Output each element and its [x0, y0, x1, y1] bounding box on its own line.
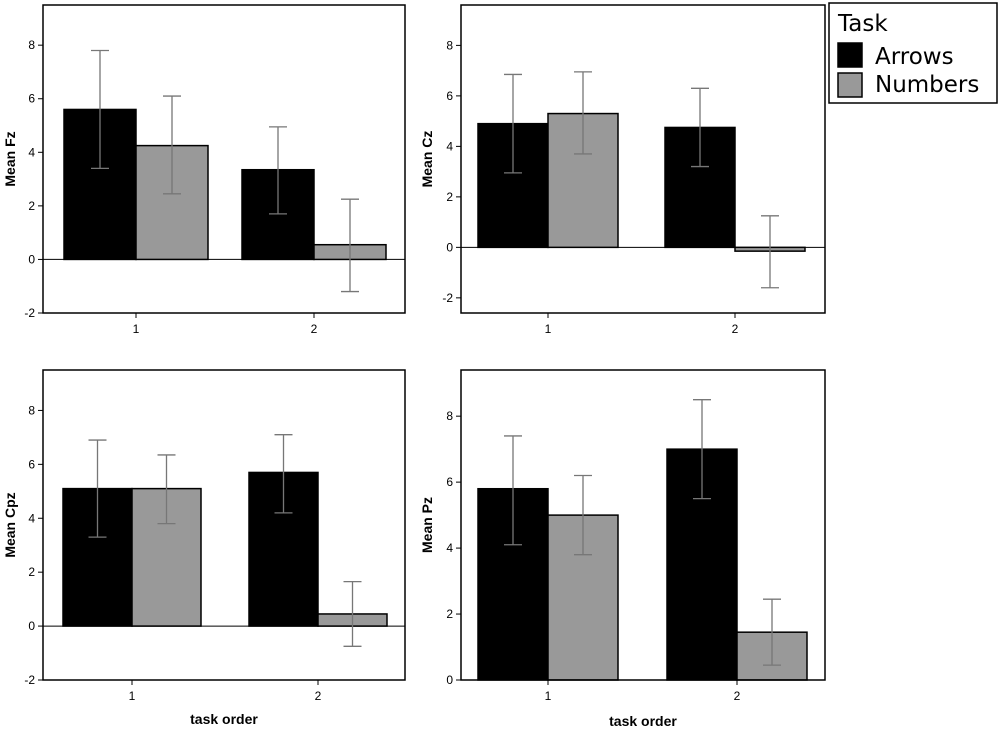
chart-panel-pz: Mean Pz task order 0 2 4 6 8 1 2: [419, 369, 826, 729]
y-tick-label: -2: [24, 673, 35, 687]
y-axis-title: Mean Fz: [2, 131, 18, 186]
legend-swatch-arrows: [837, 42, 863, 68]
chart-panel-cpz: Mean Cpz task order -2 0 2 4 6 8 1 2: [2, 369, 406, 727]
y-axis-title: Mean Pz: [419, 497, 435, 553]
x-tick-label: 2: [311, 322, 318, 336]
plot-frame: [460, 369, 826, 681]
y-tick-label: 8: [446, 409, 453, 423]
x-tick-label: 1: [129, 689, 136, 703]
legend-label-arrows: Arrows: [875, 44, 954, 70]
chart-panel-fz: Mean Fz -2 0 2 4 6 8 1 2: [2, 4, 406, 336]
y-tick-label: -2: [442, 291, 453, 305]
x-axis-title: task order: [190, 711, 258, 727]
legend-swatch-numbers: [837, 72, 863, 98]
y-tick-label: 4: [28, 145, 35, 159]
y-tick-label: 4: [28, 511, 35, 525]
plot-frame: [42, 4, 406, 314]
y-tick-label: -2: [24, 306, 35, 320]
plot-frame: [460, 4, 826, 314]
y-tick-label: 2: [28, 565, 35, 579]
y-tick-label: 8: [28, 403, 35, 417]
y-tick-label: 2: [446, 607, 453, 621]
legend-title: Task: [837, 11, 888, 37]
y-tick-label: 0: [28, 252, 35, 266]
x-tick-label: 2: [732, 322, 739, 336]
x-axis-title: task order: [609, 713, 677, 729]
y-axis-title: Mean Cz: [419, 131, 435, 188]
y-tick-label: 8: [446, 38, 453, 52]
y-tick-label: 6: [28, 457, 35, 471]
y-tick-label: 0: [446, 240, 453, 254]
x-tick-label: 1: [545, 322, 552, 336]
y-tick-label: 6: [446, 89, 453, 103]
x-tick-label: 1: [545, 689, 552, 703]
y-tick-label: 2: [28, 199, 35, 213]
y-tick-label: 0: [28, 619, 35, 633]
y-tick-label: 0: [446, 673, 453, 687]
legend-label-numbers: Numbers: [875, 72, 979, 98]
chart-panel-cz: Mean Cz -2 0 2 4 6 8 1 2: [419, 4, 826, 336]
x-tick-label: 2: [315, 689, 322, 703]
legend: Task Arrows Numbers: [828, 2, 998, 104]
y-tick-label: 8: [28, 38, 35, 52]
y-tick-label: 4: [446, 139, 453, 153]
y-tick-label: 6: [446, 475, 453, 489]
y-tick-label: 6: [28, 92, 35, 106]
x-tick-label: 2: [734, 689, 741, 703]
plot-frame: [42, 369, 406, 681]
y-tick-label: 4: [446, 541, 453, 555]
y-axis-title: Mean Cpz: [2, 492, 18, 557]
y-tick-label: 2: [446, 190, 453, 204]
x-tick-label: 1: [133, 322, 140, 336]
